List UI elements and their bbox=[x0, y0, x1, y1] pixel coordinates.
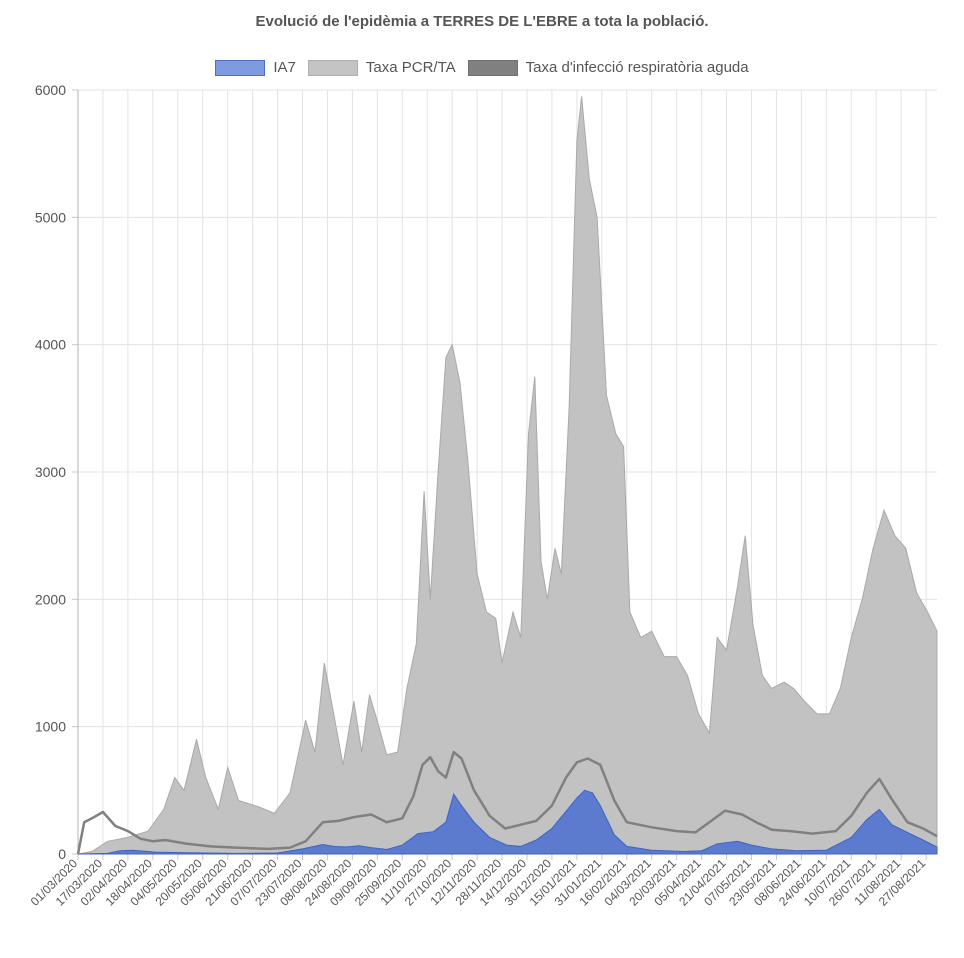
legend-item-pcr[interactable]: Taxa PCR/TA bbox=[307, 59, 456, 76]
legend-swatch-pcr bbox=[307, 59, 358, 76]
series-line-ira bbox=[76, 750, 938, 855]
legend-swatch-ira bbox=[467, 59, 518, 76]
y-tick-label: 5000 bbox=[35, 209, 66, 225]
y-tick-label: 1000 bbox=[35, 719, 66, 735]
series-area-pcr bbox=[77, 96, 938, 855]
legend-swatch-ia7 bbox=[215, 59, 266, 76]
legend-label-ia7: IA7 bbox=[273, 59, 296, 76]
legend-label-ira: Taxa d'infecció respiratòria aguda bbox=[525, 59, 749, 76]
series-area-ia7 bbox=[77, 789, 938, 855]
legend-label-pcr: Taxa PCR/TA bbox=[365, 59, 456, 76]
legend: IA7 Taxa PCR/TA Taxa d'infecció respirat… bbox=[0, 59, 964, 76]
y-tick-label: 6000 bbox=[35, 82, 66, 98]
y-tick-label: 3000 bbox=[35, 464, 66, 480]
y-tick-label: 4000 bbox=[35, 337, 66, 353]
legend-item-ira[interactable]: Taxa d'infecció respiratòria aguda bbox=[467, 59, 749, 76]
y-tick-label: 2000 bbox=[35, 591, 66, 607]
legend-item-ia7[interactable]: IA7 bbox=[215, 59, 296, 76]
chart-title: Evolució de l'epidèmia a TERRES DE L'EBR… bbox=[255, 13, 709, 30]
y-tick-label: 0 bbox=[58, 846, 66, 862]
